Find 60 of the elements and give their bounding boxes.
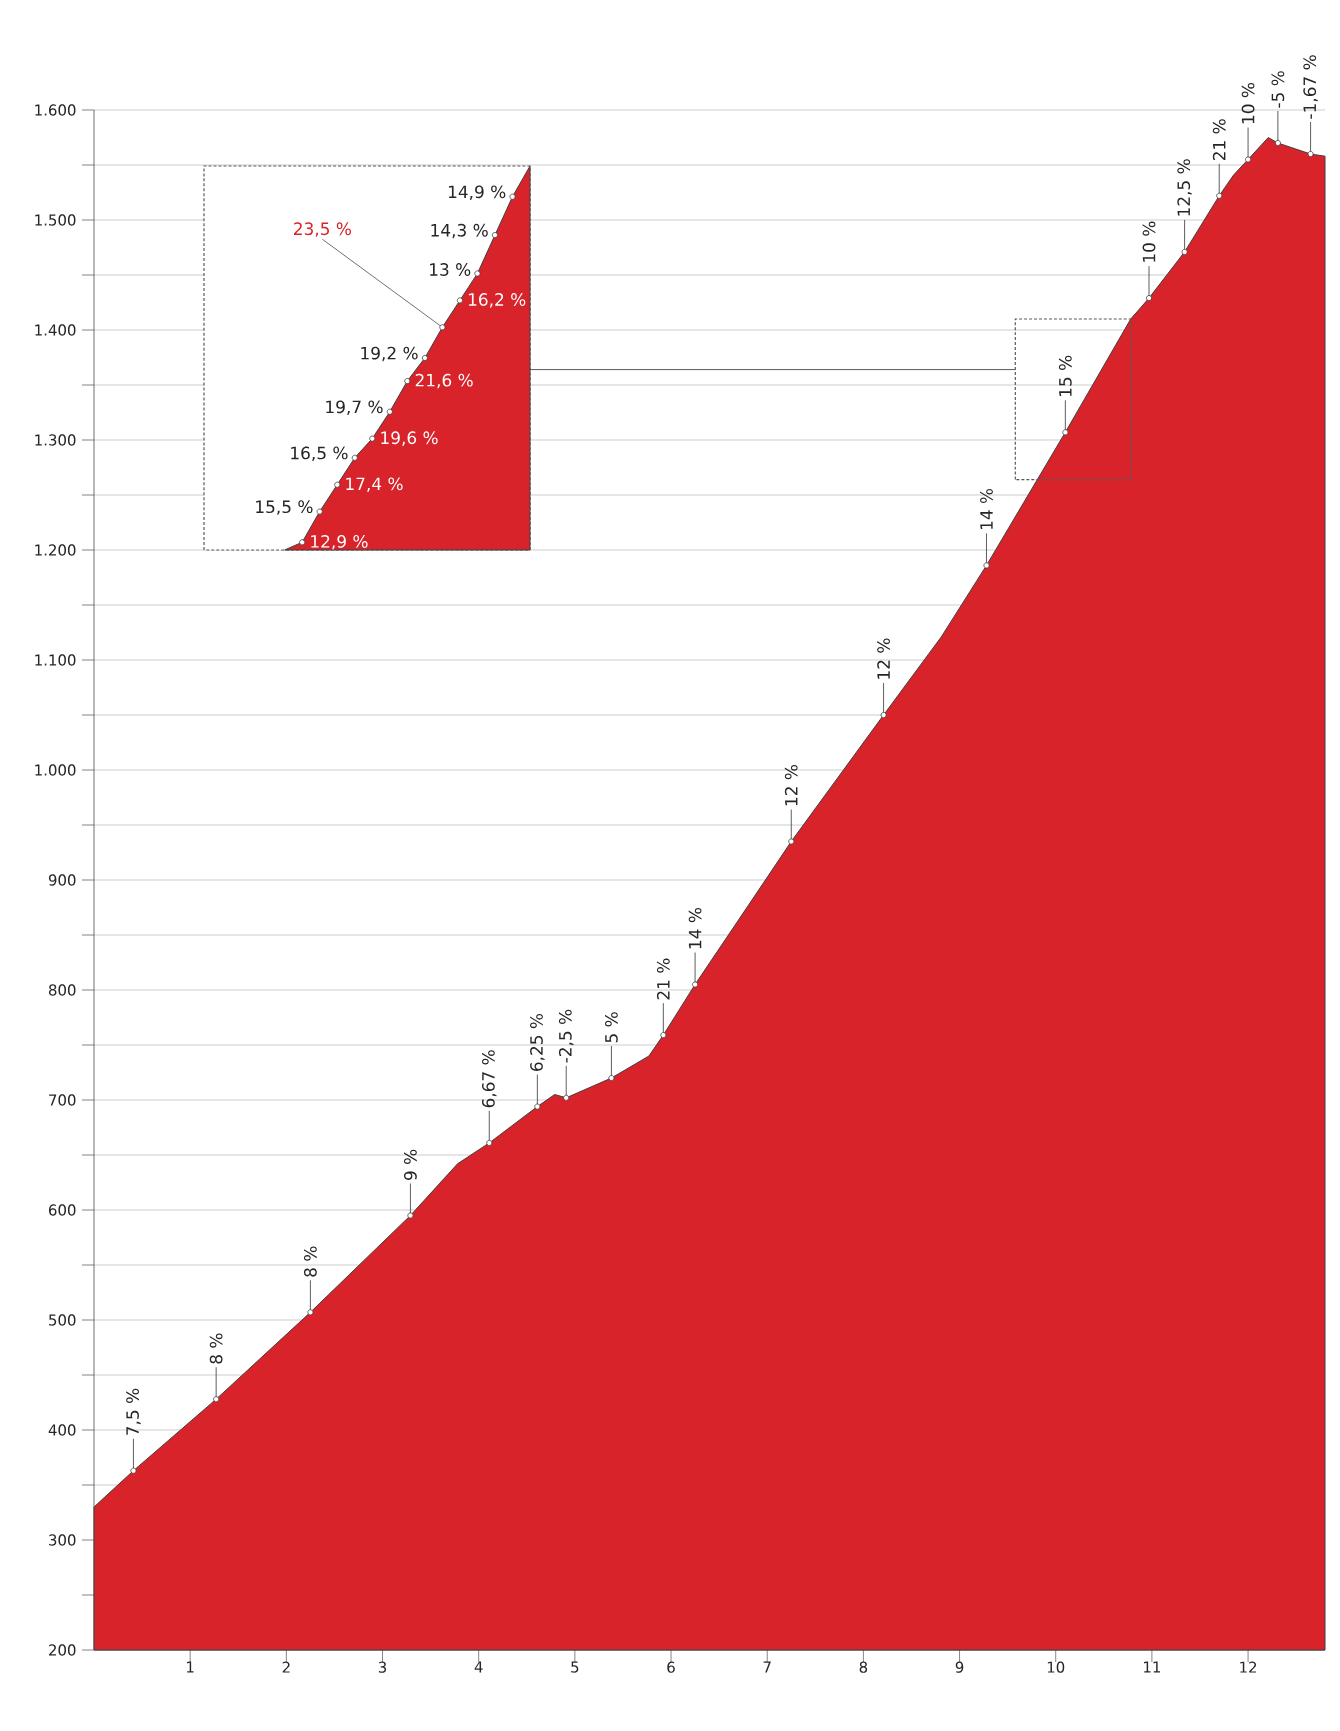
y-tick-label: 1.600	[35, 104, 76, 116]
annotation: 21 %	[1212, 119, 1226, 161]
x-tick-label: 5	[571, 1661, 579, 1673]
x-tick-label: 2	[282, 1661, 290, 1673]
annotation: 15 %	[1058, 355, 1072, 396]
x-tick-label: 9	[955, 1661, 964, 1673]
y-tick-label: 700	[49, 1094, 76, 1106]
y-tick-label: 600	[49, 1204, 76, 1216]
annotation: 21,6 %	[415, 373, 473, 389]
annotation: 21 %	[656, 958, 670, 1000]
annotation: 14,3 %	[431, 223, 488, 239]
x-tick-label: 7	[763, 1661, 771, 1673]
annotation: 19,2 %	[361, 346, 418, 362]
annotation: 23,5 %	[294, 222, 351, 237]
y-tick-label: 200	[49, 1644, 76, 1656]
annotation: 7,5 %	[126, 1388, 141, 1435]
x-tick-label: 6	[667, 1661, 675, 1673]
y-tick-label: 1.000	[35, 764, 76, 776]
y-tick-label: 800	[48, 984, 76, 996]
x-tick-label: 3	[378, 1661, 387, 1673]
x-tick-label: 8	[859, 1661, 868, 1673]
x-tick-label: 11	[1144, 1661, 1161, 1673]
x-tick-label: 12	[1240, 1661, 1257, 1673]
annotation: 6,67 %	[481, 1050, 497, 1108]
y-tick-label: 1.300	[35, 434, 76, 446]
annotation: 16,5 %	[291, 446, 348, 462]
y-tick-label: 300	[49, 1534, 76, 1546]
annotation: 14,9 %	[448, 185, 506, 200]
annotation: 12,5 %	[1177, 159, 1192, 216]
y-tick-label: 1.200	[35, 544, 76, 556]
y-tick-label: 1.500	[35, 214, 76, 226]
annotation: 19,6 %	[381, 431, 438, 446]
y-tick-label: 900	[48, 874, 76, 886]
y-tick-label: 400	[48, 1424, 76, 1436]
annotation: -1,67 %	[1303, 55, 1318, 119]
annotation: 9 %	[403, 1149, 417, 1180]
annotation: 19,7 %	[326, 400, 383, 416]
annotation: 6,25 %	[530, 1013, 545, 1071]
annotation: 15,5 %	[256, 500, 313, 515]
annotation: 8 %	[303, 1246, 317, 1277]
annotation: 12 %	[877, 638, 890, 679]
annotation: -2,5 %	[558, 1009, 574, 1063]
y-tick-label: 500	[49, 1314, 76, 1326]
y-tick-label: 1.100	[35, 654, 76, 666]
x-tick-label: 10	[1047, 1661, 1065, 1673]
annotation: 17,4 %	[346, 477, 403, 492]
annotation: 12,9 %	[311, 535, 368, 550]
annotation: 13 %	[430, 263, 471, 276]
annotation: 14 %	[980, 488, 993, 530]
y-tick-label: 1.400	[35, 324, 76, 336]
annotation: 10 %	[1142, 221, 1156, 262]
annotation: 16,2 %	[468, 293, 526, 308]
annotation: 10 %	[1241, 82, 1255, 124]
annotation: 5 %	[604, 1012, 618, 1043]
x-tick-label: 1	[187, 1661, 194, 1673]
annotation: 8 %	[209, 1333, 223, 1364]
x-tick-label: 4	[474, 1661, 483, 1673]
annotation: -5 %	[1271, 71, 1285, 108]
annotation: 12 %	[784, 764, 798, 806]
annotation: 14 %	[688, 907, 702, 949]
